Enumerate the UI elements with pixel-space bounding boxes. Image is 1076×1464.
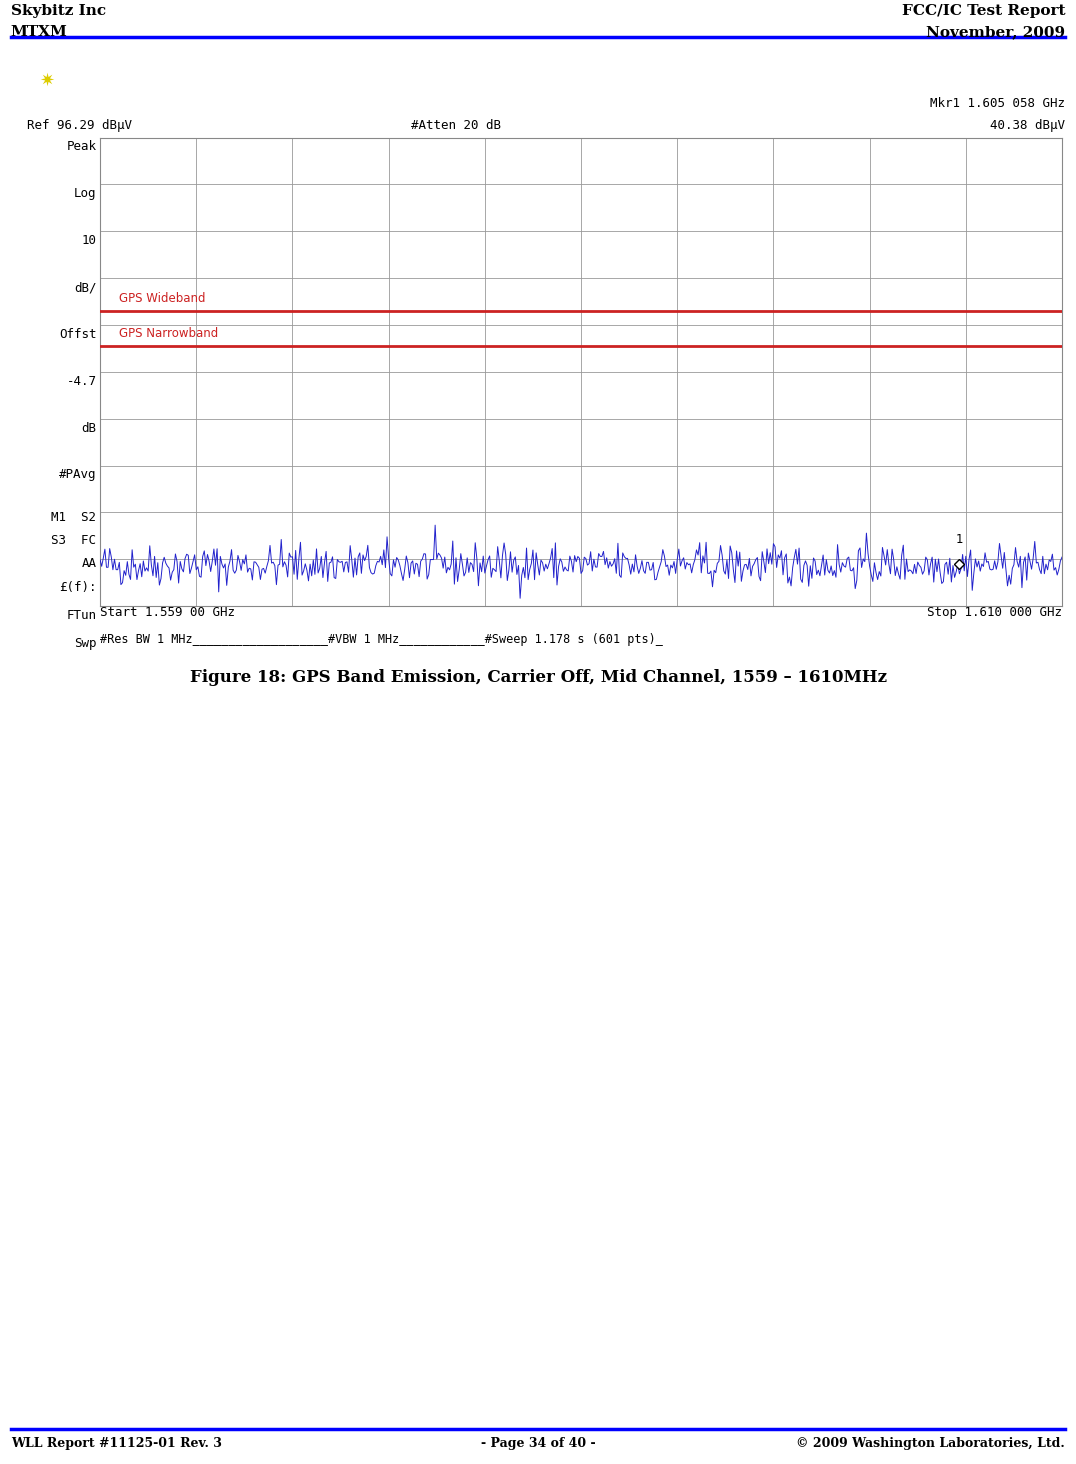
Text: dB: dB bbox=[82, 422, 97, 435]
Text: Agilent 15:11:33  Sep 16, 2009: Agilent 15:11:33 Sep 16, 2009 bbox=[76, 73, 328, 88]
Text: R    T: R T bbox=[775, 73, 830, 88]
Text: FCC/IC Test Report: FCC/IC Test Report bbox=[902, 4, 1065, 18]
Text: © 2009 Washington Laboratories, Ltd.: © 2009 Washington Laboratories, Ltd. bbox=[796, 1436, 1065, 1449]
Text: GPS Narrowband: GPS Narrowband bbox=[119, 326, 218, 340]
Text: M1  S2: M1 S2 bbox=[52, 511, 97, 524]
Text: #Res BW 1 MHz___________________#VBW 1 MHz____________#Sweep 1.178 s (601 pts)_: #Res BW 1 MHz___________________#VBW 1 M… bbox=[100, 632, 663, 646]
Text: dB/: dB/ bbox=[74, 281, 97, 294]
Text: Figure 18: GPS Band Emission, Carrier Off, Mid Channel, 1559 – 1610MHz: Figure 18: GPS Band Emission, Carrier Of… bbox=[189, 669, 887, 685]
Text: Stop 1.610 000 GHz: Stop 1.610 000 GHz bbox=[928, 606, 1062, 619]
Text: #Atten 20 dB: #Atten 20 dB bbox=[411, 119, 501, 132]
Text: WLL Report #11125-01 Rev. 3: WLL Report #11125-01 Rev. 3 bbox=[11, 1436, 222, 1449]
Text: 10: 10 bbox=[82, 234, 97, 247]
Text: Mkr1 1.605 058 GHz: Mkr1 1.605 058 GHz bbox=[931, 97, 1065, 110]
Text: S3  FC: S3 FC bbox=[52, 534, 97, 548]
Text: #PAvg: #PAvg bbox=[59, 468, 97, 482]
Text: - Page 34 of 40 -: - Page 34 of 40 - bbox=[481, 1436, 595, 1449]
Text: ✷: ✷ bbox=[40, 72, 55, 89]
Text: FTun: FTun bbox=[67, 609, 97, 622]
Text: 40.38 dBµV: 40.38 dBµV bbox=[990, 119, 1065, 132]
Text: GPS Wideband: GPS Wideband bbox=[119, 291, 206, 305]
Text: Ref 96.29 dBµV: Ref 96.29 dBµV bbox=[27, 119, 132, 132]
Text: -4.7: -4.7 bbox=[67, 375, 97, 388]
Text: Skybitz Inc: Skybitz Inc bbox=[11, 4, 105, 18]
Text: £(f):: £(f): bbox=[59, 581, 97, 594]
Text: Start 1.559 00 GHz: Start 1.559 00 GHz bbox=[100, 606, 235, 619]
Text: MTXM: MTXM bbox=[11, 25, 68, 40]
Text: Peak: Peak bbox=[67, 141, 97, 154]
Text: Log: Log bbox=[74, 187, 97, 201]
Text: November, 2009: November, 2009 bbox=[926, 25, 1065, 40]
Text: Swp: Swp bbox=[74, 637, 97, 650]
Text: Offst: Offst bbox=[59, 328, 97, 341]
Text: AA: AA bbox=[82, 558, 97, 571]
Text: 1: 1 bbox=[955, 533, 963, 546]
